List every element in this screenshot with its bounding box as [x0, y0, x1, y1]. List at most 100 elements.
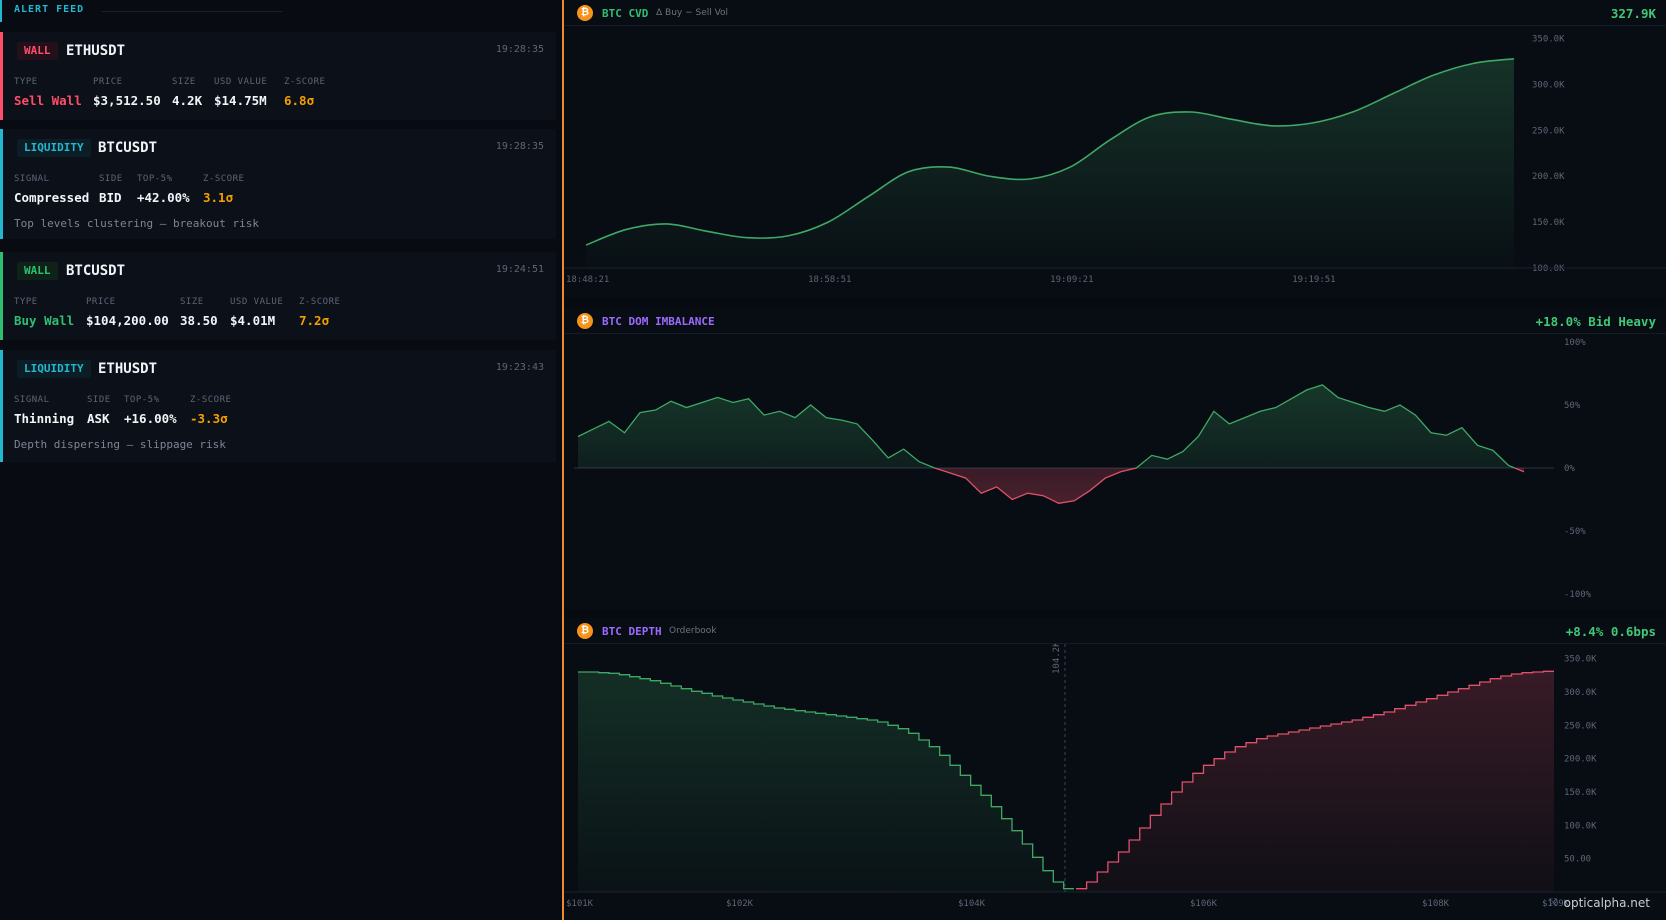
- alert-card-liquidity-ethusdt[interactable]: LIQUIDITY ETHUSDT 19:23:43 SIGNAL SIDE T…: [0, 350, 556, 462]
- x-tick-label: 19:09:21: [1050, 275, 1093, 285]
- type-badge: WALL: [17, 42, 58, 60]
- label-price: PRICE: [86, 297, 116, 307]
- y-tick-label: 300.0K: [1532, 80, 1565, 90]
- y-tick-label: 300.0K: [1564, 688, 1597, 698]
- label-size: SIZE: [172, 77, 196, 87]
- cvd-panel: ₿ BTC CVD Δ Buy − Sell Vol 327.9K 350.0K…: [564, 0, 1666, 298]
- value-signal: Thinning: [14, 411, 75, 426]
- depth-panel-header: ₿ BTC DEPTH Orderbook +8.4% 0.6bps: [564, 618, 1666, 644]
- type-badge: WALL: [17, 262, 58, 280]
- dom-panel: ₿ BTC DOM IMBALANCE +18.0% Bid Heavy 100…: [564, 308, 1666, 610]
- label-type: TYPE: [14, 77, 38, 87]
- y-tick-label: -50%: [1564, 527, 1586, 537]
- bitcoin-icon: ₿: [577, 623, 593, 639]
- cvd-line: [585, 57, 1515, 246]
- y-tick-label: -100%: [1564, 590, 1592, 600]
- chart-icon: ⤧: [1548, 896, 1558, 909]
- brand-text: opticalpha.net: [1563, 896, 1650, 910]
- label-z-score: Z-SCORE: [284, 77, 326, 87]
- x-tick-label: 19:19:51: [1292, 275, 1335, 285]
- x-tick-label: 18:48:21: [566, 275, 609, 285]
- label-signal: SIGNAL: [14, 395, 50, 405]
- value-usd: $14.75M: [214, 93, 267, 108]
- y-tick-label: 200.0K: [1532, 172, 1565, 182]
- x-tick-label: $104K: [958, 899, 986, 909]
- dom-area-positive: [578, 384, 1524, 468]
- depth-value: +8.4% 0.6bps: [1565, 624, 1656, 639]
- y-tick-label: 250.0K: [1532, 126, 1565, 136]
- x-tick-label: $106K: [1190, 899, 1218, 909]
- value-price: $104,200.00: [86, 313, 169, 328]
- label-top5: TOP-5%: [137, 174, 173, 184]
- cvd-value: 327.9K: [1610, 6, 1656, 21]
- label-price: PRICE: [93, 77, 123, 87]
- value-price: $3,512.50: [93, 93, 161, 108]
- bitcoin-icon: ₿: [577, 5, 593, 21]
- value-top5: +42.00%: [137, 190, 190, 205]
- y-tick-label: 100.0K: [1564, 821, 1597, 831]
- cvd-title: BTC CVD: [602, 7, 649, 20]
- depth-chart[interactable]: 350.0K 300.0K 250.0K 200.0K 150.0K 100.0K 50.0…: [564, 644, 1666, 920]
- x-tick-label: 18:58:51: [808, 275, 851, 285]
- type-badge: LIQUIDITY: [17, 360, 91, 378]
- alert-card-wall-btcusdt[interactable]: WALL BTCUSDT 19:24:51 TYPE PRICE SIZE US…: [0, 252, 556, 340]
- label-z-score: Z-SCORE: [203, 174, 245, 184]
- label-signal: SIGNAL: [14, 174, 50, 184]
- type-badge: LIQUIDITY: [17, 139, 91, 157]
- value-z-score: 6.8σ: [284, 93, 315, 108]
- dom-title: BTC DOM IMBALANCE: [602, 315, 715, 328]
- y-tick-label: 150.0K: [1564, 788, 1597, 798]
- x-tick-label: $102K: [726, 899, 754, 909]
- bitcoin-icon: ₿: [577, 313, 593, 329]
- y-tick-label: 200.0K: [1564, 755, 1597, 765]
- dom-chart[interactable]: 100% 50% 0% -50% -100%: [564, 334, 1666, 610]
- timestamp: 19:24:51: [495, 264, 544, 275]
- dom-line-negative: [932, 468, 1525, 504]
- symbol: BTCUSDT: [66, 263, 126, 279]
- feed-title: ALERT FEED: [14, 4, 85, 15]
- bid-depth-area: [578, 672, 1074, 892]
- depth-panel: ₿ BTC DEPTH Orderbook +8.4% 0.6bps 350.0…: [564, 618, 1666, 920]
- value-type: Buy Wall: [14, 313, 75, 328]
- value-signal: Compressed: [14, 190, 90, 205]
- timestamp: 19:28:35: [495, 44, 544, 55]
- y-tick-label: 350.0K: [1532, 35, 1565, 45]
- ask-depth-line: [1076, 670, 1554, 890]
- feed-header: ALERT FEED: [0, 0, 560, 22]
- symbol: BTCUSDT: [98, 140, 158, 156]
- label-top5: TOP-5%: [124, 395, 160, 405]
- value-z-score: 7.2σ: [299, 313, 330, 328]
- dom-value: +18.0% Bid Heavy: [1535, 314, 1656, 329]
- cvd-panel-header: ₿ BTC CVD Δ Buy − Sell Vol 327.9K: [564, 0, 1666, 26]
- label-type: TYPE: [14, 297, 38, 307]
- brand-watermark[interactable]: ⤧ opticalpha.net: [1549, 896, 1650, 910]
- y-tick-label: 350.0K: [1564, 655, 1597, 665]
- dom-area-negative: [578, 468, 1524, 504]
- depth-subtitle: Orderbook: [669, 626, 717, 636]
- value-type: Sell Wall: [14, 93, 82, 108]
- cvd-chart[interactable]: 350.0K 300.0K 250.0K 200.0K 150.0K 100.0K 18:4…: [564, 26, 1666, 298]
- timestamp: 19:23:43: [495, 362, 544, 373]
- alert-feed: ALERT FEED WALL ETHUSDT 19:28:35 TYPE PR…: [0, 0, 560, 920]
- value-side: ASK: [87, 411, 110, 426]
- alert-note: Depth dispersing — slippage risk: [14, 438, 226, 451]
- label-usd-value: USD VALUE: [214, 77, 268, 87]
- alert-card-wall-ethusdt[interactable]: WALL ETHUSDT 19:28:35 TYPE PRICE SIZE US…: [0, 32, 556, 120]
- label-size: SIZE: [180, 297, 204, 307]
- x-tick-label: $109K: [1542, 899, 1570, 909]
- value-size: 4.2K: [172, 93, 203, 108]
- y-tick-label: 50%: [1564, 401, 1581, 411]
- timestamp: 19:28:35: [495, 141, 544, 152]
- label-usd-value: USD VALUE: [230, 297, 284, 307]
- dom-panel-header: ₿ BTC DOM IMBALANCE +18.0% Bid Heavy: [564, 308, 1666, 334]
- alert-card-liquidity-btcusdt[interactable]: LIQUIDITY BTCUSDT 19:28:35 SIGNAL SIDE T…: [0, 129, 556, 239]
- symbol: ETHUSDT: [66, 43, 126, 59]
- y-tick-label: 50.00: [1564, 855, 1591, 865]
- dom-line-positive: [577, 384, 1517, 468]
- value-z-score: -3.3σ: [190, 411, 228, 426]
- y-tick-label: 250.0K: [1564, 721, 1597, 731]
- alert-note: Top levels clustering — breakout risk: [14, 217, 260, 230]
- label-z-score: Z-SCORE: [190, 395, 232, 405]
- y-tick-label: 100.0K: [1532, 264, 1565, 274]
- mid-price-label: 104.2K: [1052, 644, 1062, 674]
